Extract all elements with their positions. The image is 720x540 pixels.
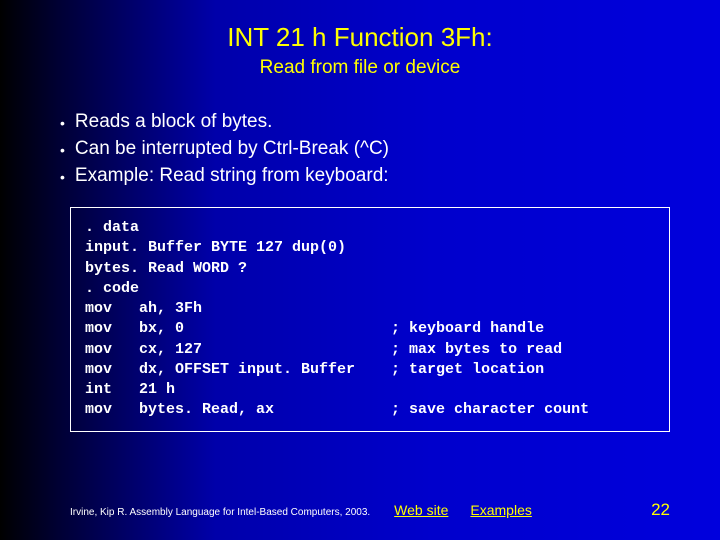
bullet-icon: • <box>60 165 65 189</box>
code-block: . data input. Buffer BYTE 127 dup(0) byt… <box>70 207 670 432</box>
bullet-icon: • <box>60 138 65 162</box>
bullet-list: • Reads a block of bytes. • Can be inter… <box>60 111 680 189</box>
slide-footer: Irvine, Kip R. Assembly Language for Int… <box>70 500 680 520</box>
examples-link[interactable]: Examples <box>470 502 531 518</box>
website-link[interactable]: Web site <box>394 502 448 518</box>
bullet-text: Can be interrupted by Ctrl-Break (^C) <box>75 138 389 160</box>
list-item: • Reads a block of bytes. <box>60 111 680 135</box>
list-item: • Can be interrupted by Ctrl-Break (^C) <box>60 138 680 162</box>
citation-text: Irvine, Kip R. Assembly Language for Int… <box>70 507 370 518</box>
bullet-icon: • <box>60 111 65 135</box>
bullet-text: Reads a block of bytes. <box>75 111 273 133</box>
list-item: • Example: Read string from keyboard: <box>60 165 680 189</box>
bullet-text: Example: Read string from keyboard: <box>75 165 389 187</box>
slide-subtitle: Read from file or device <box>0 53 720 79</box>
slide-title: INT 21 h Function 3Fh: <box>0 0 720 53</box>
page-number: 22 <box>651 500 670 520</box>
